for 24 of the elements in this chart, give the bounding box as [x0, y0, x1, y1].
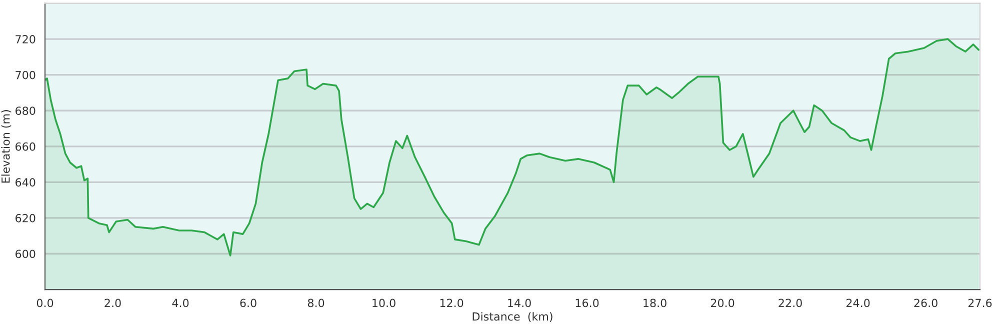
- x-axis-title: Distance (km): [472, 312, 552, 322]
- x-tick-label: 24.0: [846, 298, 870, 308]
- y-tick-label: 680: [16, 106, 36, 116]
- x-tick-label: 14.0: [508, 298, 531, 308]
- y-tick-label: 640: [16, 178, 36, 187]
- x-tick-label: 12.0: [440, 298, 464, 308]
- x-tick-label: 2.0: [104, 298, 121, 308]
- y-axis-title: Elevation (m): [1, 110, 12, 183]
- x-tick-label: 22.0: [778, 298, 802, 308]
- y-tick-label: 720: [16, 35, 36, 44]
- x-tick-label: 0.0: [36, 298, 54, 308]
- x-tick-label: 4.0: [172, 298, 189, 308]
- x-tick-label: 18.0: [644, 298, 666, 308]
- x-tick-label: 8.0: [308, 298, 324, 308]
- x-tick-label: 27.6: [968, 298, 992, 308]
- y-tick-label: 620: [16, 214, 36, 222]
- y-tick-label: 600: [16, 250, 36, 258]
- x-tick-label: 16.0: [576, 298, 599, 308]
- x-tick-label: 20.0: [710, 298, 734, 308]
- x-tick-label: 26.0: [914, 298, 938, 308]
- x-tick-label: 10.0: [372, 298, 396, 308]
- x-tick-label: 6.0: [240, 298, 256, 308]
- y-tick-label: 700: [16, 70, 36, 80]
- y-tick-label: 660: [16, 142, 36, 151]
